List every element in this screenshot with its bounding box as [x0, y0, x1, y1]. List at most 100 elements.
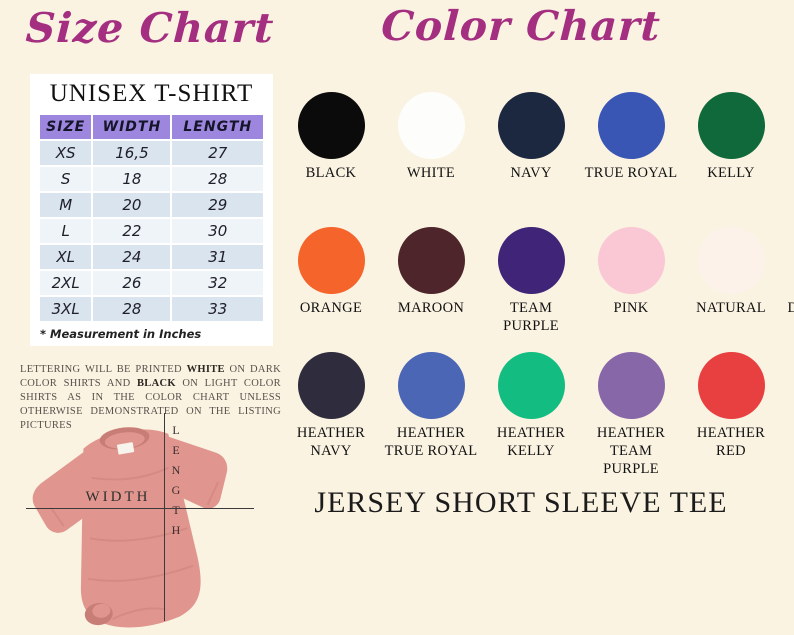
size-cell: M [40, 193, 92, 217]
color-label: NATURAL [696, 300, 766, 316]
color-label: TRUE ROYAL [584, 165, 678, 181]
color-dot [597, 352, 665, 419]
color-label: MAROON [397, 300, 465, 316]
color-swatch-team-purple: TEAM PURPLE [481, 227, 581, 335]
width-measure-label: WIDTH [85, 489, 151, 505]
color-swatch-pink: PINK [581, 227, 681, 335]
table-row: 3XL 28 33 [40, 297, 263, 321]
size-chart-card: UNISEX T-SHIRT SIZE WIDTH LENGTH XS 16,5… [30, 74, 273, 346]
color-dot [397, 227, 465, 294]
tshirt-image [32, 427, 228, 628]
size-column-header: SIZE [40, 115, 92, 139]
width-cell: 24 [93, 245, 171, 269]
color-label: HEATHER TRUE ROYAL [384, 425, 478, 460]
length-cell: 30 [172, 219, 263, 243]
color-row-3: HEATHER NAVY HEATHER TRUE ROYAL HEATHER … [281, 352, 765, 478]
color-chart-title: Color Chart [380, 2, 662, 50]
color-swatch-red: RED [781, 352, 794, 478]
tshirt-collar-inner [104, 432, 145, 449]
color-swatch-black: BLACK [281, 92, 381, 182]
color-dot [497, 352, 565, 419]
color-dot [597, 227, 665, 294]
size-cell: XS [40, 141, 92, 165]
width-cell: 20 [93, 193, 171, 217]
color-dot [697, 352, 765, 419]
color-dot [497, 92, 565, 159]
length-cell: 31 [172, 245, 263, 269]
color-swatch-yellow: YELLOW [781, 92, 794, 182]
table-row: 2XL 26 32 [40, 271, 263, 295]
length-cell: 32 [172, 271, 263, 295]
color-swatch-heather-true-royal: HEATHER TRUE ROYAL [381, 352, 481, 478]
color-dot [297, 227, 365, 294]
tshirt-measurement-photo: WIDTH LENGTH [18, 413, 280, 635]
color-swatch-orange: ORANGE [281, 227, 381, 335]
size-cell: L [40, 219, 92, 243]
tshirt-body [32, 429, 228, 628]
note-bold-white: WHITE [186, 363, 225, 375]
note-text: LETTERING WILL BE PRINTED [20, 363, 187, 375]
color-label: RED [781, 424, 794, 442]
width-cell: 16,5 [93, 141, 171, 165]
color-label: HEATHER NAVY [296, 425, 366, 460]
lettering-note: LETTERING WILL BE PRINTED WHITE ON DARK … [20, 363, 281, 433]
table-row: M 20 29 [40, 193, 263, 217]
size-cell: 2XL [40, 271, 92, 295]
product-title: JERSEY SHORT SLEEVE TEE [314, 486, 728, 519]
color-dot [497, 227, 565, 294]
color-label: HEATHER RED [696, 425, 766, 460]
color-dot [697, 92, 765, 159]
table-row: L 22 30 [40, 219, 263, 243]
tshirt-neck-tag [116, 442, 135, 455]
width-measure-line [26, 508, 254, 509]
color-label: HEATHER TEAM PURPLE [596, 425, 666, 478]
note-text: ON DARK COLOR SHIRTS AND [20, 363, 281, 389]
length-cell: 27 [172, 141, 263, 165]
color-swatch-heather-red: HEATHER RED [681, 352, 781, 478]
color-label: PINK [613, 300, 649, 316]
length-measure-label: LENGTH [169, 423, 183, 543]
color-swatch-heather-kelly: HEATHER KELLY [481, 352, 581, 478]
color-dot [297, 92, 365, 159]
note-bold-black: BLACK [137, 377, 176, 389]
size-table: SIZE WIDTH LENGTH XS 16,5 27 S 18 28 M [38, 113, 265, 323]
color-label: TEAM PURPLE [503, 300, 559, 335]
color-label: YELLOW [781, 164, 794, 182]
color-swatch-maroon: MAROON [381, 227, 481, 335]
length-column-header: LENGTH [172, 115, 263, 139]
color-row-2: ORANGE MAROON TEAM PURPLE PINK NATURAL D… [281, 227, 794, 335]
size-cell: XL [40, 245, 92, 269]
length-cell: 33 [172, 297, 263, 321]
color-dot [297, 352, 365, 419]
color-label: HEATHER KELLY [496, 425, 566, 460]
color-label: ORANGE [299, 300, 363, 316]
table-row: S 18 28 [40, 167, 263, 191]
color-label: NAVY [510, 165, 552, 181]
size-table-header-row: SIZE WIDTH LENGTH [40, 115, 263, 139]
color-label: WHITE [406, 165, 456, 181]
width-column-header: WIDTH [93, 115, 171, 139]
color-dot [697, 227, 765, 294]
color-swatch-kelly: KELLY [681, 92, 781, 182]
color-dot [597, 92, 665, 159]
size-cell: S [40, 167, 92, 191]
length-cell: 29 [172, 193, 263, 217]
color-swatch-heather-team-purple: HEATHER TEAM PURPLE [581, 352, 681, 478]
note-text: ON LIGHT COLOR SHIRTS AS IN THE COLOR CH… [20, 377, 281, 431]
size-cell: 3XL [40, 297, 92, 321]
color-swatch-natural: NATURAL [681, 227, 781, 335]
length-cell: 28 [172, 167, 263, 191]
color-swatch-white: WHITE [381, 92, 481, 182]
size-chart-title: Size Chart [24, 4, 276, 52]
color-swatch-heather-navy: HEATHER NAVY [281, 352, 381, 478]
table-row: XL 24 31 [40, 245, 263, 269]
color-label: KELLY [707, 165, 755, 181]
size-chart-subtitle: UNISEX T-SHIRT [49, 80, 254, 107]
width-cell: 18 [93, 167, 171, 191]
width-cell: 26 [93, 271, 171, 295]
color-swatch-true-royal: TRUE ROYAL [581, 92, 681, 182]
width-cell: 28 [93, 297, 171, 321]
color-label: DARK GREY HEATHER [787, 300, 794, 316]
color-row-1: BLACK WHITE NAVY TRUE ROYAL KELLY YELLOW [281, 92, 765, 182]
